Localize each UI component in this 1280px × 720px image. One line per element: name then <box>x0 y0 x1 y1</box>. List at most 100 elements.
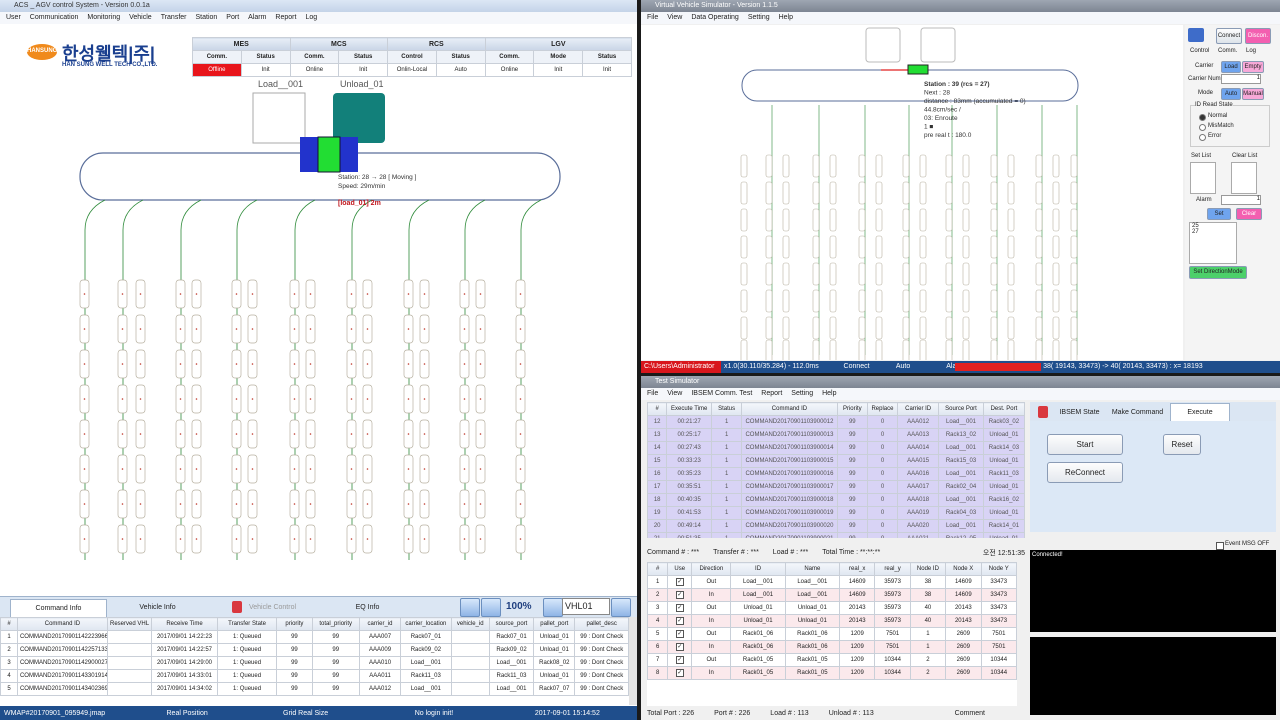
rack <box>740 262 748 286</box>
rack-dot <box>309 328 312 330</box>
rack <box>858 339 866 360</box>
menu-item[interactable]: Log <box>305 14 318 21</box>
cell: 33473 <box>980 601 1017 615</box>
manual-button[interactable]: Manual <box>1242 88 1264 100</box>
reset-button[interactable]: Reset <box>1163 434 1201 455</box>
tab[interactable]: Make Command <box>1111 409 1164 416</box>
menu-item[interactable]: Transfer <box>160 14 187 21</box>
menu-item[interactable]: Port <box>226 14 240 21</box>
tab[interactable]: Vehicle Info <box>139 604 176 611</box>
cell: Unload_01 <box>533 630 576 644</box>
tab[interactable]: Command Info <box>10 599 107 617</box>
set-button[interactable]: Set <box>1207 208 1231 220</box>
tab[interactable]: Execute <box>1170 403 1230 422</box>
rack-dot <box>519 433 522 435</box>
zoom-button[interactable] <box>611 598 631 617</box>
checkbox[interactable]: ✓ <box>675 591 684 599</box>
rack-dot <box>423 363 426 365</box>
pause-button[interactable] <box>1188 28 1204 42</box>
rack <box>812 262 820 286</box>
menu-item[interactable]: User <box>6 14 21 21</box>
zoom-button[interactable] <box>481 598 501 617</box>
cell: AAA017 <box>897 480 940 494</box>
vehicle-select[interactable]: VHL01 <box>562 598 610 615</box>
menu-item[interactable]: Alarm <box>248 14 267 21</box>
menu-item[interactable]: Report <box>275 14 297 21</box>
rack-dot <box>235 503 238 505</box>
list-item[interactable]: 25 <box>1192 223 1199 229</box>
table-row: 20 00:49:14 1 COMMAND20170901103900020 99 0 AA… <box>647 519 1025 533</box>
reconnect-button[interactable]: ReConnect <box>1047 462 1123 483</box>
cell: Load__001 <box>938 415 984 429</box>
status-field: WMAP#20170901_095949.jmap <box>4 709 106 717</box>
radio[interactable] <box>1199 114 1206 121</box>
zoom-button[interactable] <box>460 598 480 617</box>
checkbox[interactable]: ✓ <box>675 617 684 625</box>
menu-item[interactable]: Communication <box>29 14 79 21</box>
start-button[interactable]: Start <box>1047 434 1123 455</box>
track-branch <box>351 199 373 560</box>
menu-item[interactable]: Help <box>778 14 794 21</box>
vehicle-info: 03: Enroute <box>924 115 958 122</box>
empty-button[interactable]: Empty <box>1242 61 1264 73</box>
direction-button[interactable]: Set DirectionMode <box>1189 266 1247 279</box>
menu-item[interactable]: Vehicle <box>129 14 152 21</box>
rack <box>740 289 748 313</box>
menu-item[interactable]: Station <box>195 14 218 21</box>
column-header: Node X <box>945 562 982 576</box>
list-item[interactable]: 27 <box>1192 229 1199 235</box>
clear-button[interactable]: Clear <box>1236 208 1262 220</box>
checkbox[interactable]: ✓ <box>675 656 684 664</box>
menu-item[interactable]: View <box>667 14 683 21</box>
checkbox[interactable] <box>1216 542 1224 550</box>
tab[interactable]: IBSEM State <box>1059 409 1100 416</box>
table-row: 8 ✓ In Rack01_05 Rack01_05 1209 10344 2 2609 1034… <box>647 666 1017 680</box>
checkbox[interactable]: ✓ <box>675 643 684 651</box>
cell: Rack01_06 <box>784 640 841 654</box>
menu-item[interactable]: Help <box>822 390 837 397</box>
cell <box>450 643 490 657</box>
cell: Rack16_02 <box>982 493 1025 507</box>
status-field: x1.0(30.110/35.284) - 112.0ms <box>721 361 841 373</box>
rack-dot <box>519 398 522 400</box>
rack-dot <box>293 538 296 540</box>
cell: Rack07_01 <box>400 630 452 644</box>
auto-button[interactable]: Auto <box>1221 88 1241 100</box>
menu-item[interactable]: Monitoring <box>87 14 121 21</box>
menu-item[interactable]: File <box>647 14 659 21</box>
menu-item[interactable]: View <box>667 390 683 397</box>
column-header: Node ID <box>909 562 947 576</box>
connect-button[interactable]: Connect <box>1216 28 1242 44</box>
menu-item[interactable]: IBSEM Comm. Test <box>691 390 753 397</box>
menu-item[interactable]: Setting <box>747 14 770 21</box>
radio[interactable] <box>1199 134 1206 141</box>
column-header: Command ID <box>16 617 108 631</box>
rack <box>1052 339 1060 360</box>
rack <box>829 208 837 232</box>
tab[interactable]: Vehicle Control <box>248 604 297 611</box>
disconnect-button[interactable]: Discon. <box>1245 28 1271 44</box>
cell: 99 <box>276 669 313 683</box>
menu-item[interactable]: Report <box>761 390 783 397</box>
load-button[interactable]: Load <box>1221 61 1241 73</box>
cell: 14609 <box>945 588 982 602</box>
checkbox[interactable]: ✓ <box>675 669 684 677</box>
cell: 20143 <box>945 614 982 628</box>
menu-item[interactable]: Setting <box>791 390 814 397</box>
checkbox[interactable]: ✓ <box>675 578 684 586</box>
rack-dot <box>366 503 369 505</box>
cell: AAA019 <box>897 506 940 520</box>
column-header: Direction <box>691 562 732 576</box>
menu-item[interactable]: Data Operating <box>691 14 739 21</box>
cell: 99 <box>836 415 868 429</box>
radio[interactable] <box>1199 124 1206 131</box>
summary-field: Total Time : **:**:** <box>822 549 881 556</box>
tab[interactable]: EQ Info <box>355 604 380 611</box>
menu-item[interactable]: File <box>647 390 659 397</box>
checkbox[interactable]: ✓ <box>675 630 684 638</box>
list-box <box>1190 162 1216 194</box>
zoom-button[interactable] <box>543 598 563 617</box>
log-line: Connected! <box>1032 552 1063 558</box>
rack-dot <box>479 328 482 330</box>
checkbox[interactable]: ✓ <box>675 604 684 612</box>
